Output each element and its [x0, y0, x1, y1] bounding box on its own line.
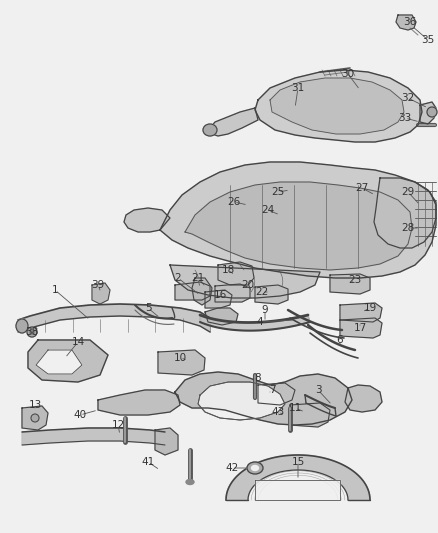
- Polygon shape: [340, 318, 382, 338]
- Text: 2: 2: [175, 273, 181, 283]
- Polygon shape: [170, 265, 320, 298]
- Polygon shape: [36, 350, 82, 374]
- Polygon shape: [175, 282, 210, 300]
- Polygon shape: [175, 372, 352, 425]
- Text: 39: 39: [92, 280, 105, 290]
- Polygon shape: [345, 385, 382, 412]
- Text: 21: 21: [191, 273, 205, 283]
- Polygon shape: [215, 284, 250, 302]
- Text: 40: 40: [74, 410, 87, 420]
- Text: 42: 42: [226, 463, 239, 473]
- Polygon shape: [22, 406, 48, 430]
- Polygon shape: [205, 290, 232, 308]
- Text: 17: 17: [353, 323, 367, 333]
- Text: 16: 16: [213, 290, 226, 300]
- Text: 7: 7: [268, 385, 276, 395]
- Text: 36: 36: [403, 17, 417, 27]
- Polygon shape: [396, 15, 416, 30]
- Polygon shape: [374, 178, 436, 248]
- Polygon shape: [124, 208, 170, 232]
- Polygon shape: [18, 304, 210, 332]
- Text: 38: 38: [25, 327, 39, 337]
- Text: 3: 3: [314, 385, 321, 395]
- Polygon shape: [255, 285, 288, 304]
- Text: 4: 4: [257, 317, 263, 327]
- Text: 32: 32: [401, 93, 415, 103]
- Polygon shape: [226, 455, 370, 500]
- Polygon shape: [200, 315, 310, 330]
- Ellipse shape: [27, 327, 37, 337]
- Ellipse shape: [427, 107, 437, 117]
- Polygon shape: [92, 283, 110, 304]
- Text: 29: 29: [401, 187, 415, 197]
- Text: 5: 5: [145, 303, 151, 313]
- Polygon shape: [98, 390, 180, 415]
- Text: 18: 18: [221, 265, 235, 275]
- Text: 1: 1: [52, 285, 58, 295]
- Polygon shape: [330, 274, 370, 294]
- Text: 20: 20: [241, 280, 254, 290]
- Ellipse shape: [203, 124, 217, 136]
- Polygon shape: [340, 303, 382, 322]
- Polygon shape: [158, 350, 205, 375]
- Text: 43: 43: [272, 407, 285, 417]
- Text: 13: 13: [28, 400, 42, 410]
- Polygon shape: [258, 383, 295, 405]
- Polygon shape: [420, 102, 436, 124]
- Text: 19: 19: [364, 303, 377, 313]
- Text: 9: 9: [261, 305, 268, 315]
- Text: 23: 23: [348, 275, 362, 285]
- Text: 11: 11: [288, 403, 302, 413]
- Polygon shape: [185, 182, 412, 270]
- Polygon shape: [155, 428, 178, 455]
- Text: 14: 14: [71, 337, 85, 347]
- Ellipse shape: [247, 462, 263, 474]
- Polygon shape: [192, 278, 212, 305]
- Text: 27: 27: [355, 183, 369, 193]
- Text: 28: 28: [401, 223, 415, 233]
- Polygon shape: [290, 403, 330, 427]
- Ellipse shape: [31, 414, 39, 422]
- Text: 35: 35: [421, 35, 434, 45]
- Polygon shape: [210, 108, 258, 136]
- Text: 41: 41: [141, 457, 155, 467]
- Ellipse shape: [16, 319, 28, 333]
- Polygon shape: [255, 480, 340, 500]
- Text: 26: 26: [227, 197, 240, 207]
- Text: 12: 12: [111, 420, 125, 430]
- Ellipse shape: [251, 465, 258, 471]
- Text: 33: 33: [399, 113, 412, 123]
- Text: 15: 15: [291, 457, 304, 467]
- Text: 10: 10: [173, 353, 187, 363]
- Text: 30: 30: [342, 69, 355, 79]
- Text: 22: 22: [255, 287, 268, 297]
- Text: 31: 31: [291, 83, 304, 93]
- Text: 8: 8: [254, 373, 261, 383]
- Polygon shape: [22, 428, 165, 445]
- Polygon shape: [205, 308, 238, 325]
- Text: 24: 24: [261, 205, 275, 215]
- Ellipse shape: [29, 329, 35, 335]
- Text: 6: 6: [337, 335, 343, 345]
- Polygon shape: [28, 340, 108, 382]
- Polygon shape: [198, 382, 285, 420]
- Polygon shape: [218, 262, 254, 285]
- Text: 25: 25: [272, 187, 285, 197]
- Ellipse shape: [186, 480, 194, 484]
- Polygon shape: [270, 78, 404, 134]
- Polygon shape: [255, 70, 422, 142]
- Polygon shape: [160, 162, 436, 278]
